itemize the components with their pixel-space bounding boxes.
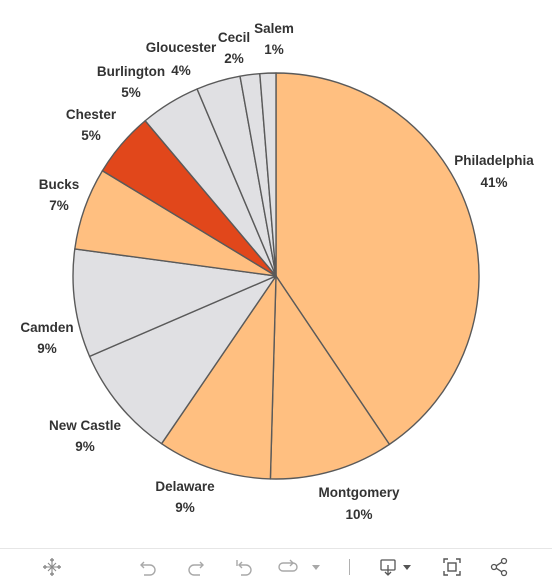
- slice-pct-new-castle: 9%: [75, 439, 95, 454]
- pie-slice-delaware[interactable]: [160, 275, 277, 480]
- slice-label-gloucester: Gloucester 4%: [146, 40, 217, 78]
- slice-pct-chester: 5%: [81, 128, 101, 143]
- slice-label-bucks: Bucks 7%: [39, 177, 80, 213]
- pie-chart: Philadelphia 41% Montgomery 10% Delaware 9% Ne…: [20, 21, 534, 522]
- slice-label-philadelphia: Philadelphia 41%: [454, 153, 534, 190]
- slice-label-salem: Salem 1%: [254, 21, 294, 57]
- share-icon[interactable]: [487, 557, 511, 577]
- slice-name-gloucester: Gloucester: [146, 40, 217, 55]
- pie-slice-salem[interactable]: [259, 72, 277, 277]
- slice-pct-camden: 9%: [37, 341, 57, 356]
- revert-icon[interactable]: [232, 557, 256, 577]
- slice-pct-gloucester: 4%: [171, 63, 191, 78]
- slice-pct-montgomery: 10%: [345, 507, 372, 522]
- pie-chart-svg: Philadelphia41%Montgomery10%Delaware9%Ne…: [20, 21, 534, 522]
- viz-toolbar: [0, 548, 552, 585]
- tableau-logo-icon[interactable]: [40, 557, 64, 577]
- slice-pct-salem: 1%: [264, 42, 284, 57]
- slice-label-camden: Camden 9%: [20, 320, 73, 356]
- slice-pct-bucks: 7%: [49, 198, 69, 213]
- pie-slice-montgomery[interactable]: [269, 275, 391, 480]
- slice-name-delaware: Delaware: [155, 479, 215, 494]
- toolbar-separator: [349, 559, 350, 575]
- slice-label-cecil: Cecil 2%: [218, 30, 250, 66]
- slice-pct-cecil: 2%: [224, 51, 244, 66]
- pie-slice-camden[interactable]: [72, 248, 277, 358]
- redo-icon[interactable]: [184, 557, 208, 577]
- pie-slice-new-castle[interactable]: [88, 275, 277, 445]
- slice-name-bucks: Bucks: [39, 177, 80, 192]
- refresh-icon[interactable]: [275, 557, 301, 577]
- slice-name-new-castle: New Castle: [49, 418, 122, 433]
- slice-label-delaware: Delaware 9%: [155, 479, 215, 515]
- slice-pct-burlington: 5%: [121, 85, 141, 100]
- slice-name-philadelphia: Philadelphia: [454, 153, 534, 168]
- slice-label-new-castle: New Castle 9%: [49, 418, 122, 454]
- slice-name-burlington: Burlington: [97, 64, 165, 79]
- slice-label-chester: Chester 5%: [66, 107, 117, 143]
- pie-slice-philadelphia[interactable]: [275, 72, 480, 446]
- slice-pct-philadelphia: 41%: [480, 175, 507, 190]
- slice-name-salem: Salem: [254, 21, 294, 36]
- slice-name-montgomery: Montgomery: [319, 485, 400, 500]
- fullscreen-icon[interactable]: [440, 557, 464, 577]
- slice-name-camden: Camden: [20, 320, 73, 335]
- slice-label-burlington: Burlington 5%: [97, 64, 165, 100]
- slice-pct-delaware: 9%: [175, 500, 195, 515]
- undo-icon[interactable]: [136, 557, 160, 577]
- slice-name-cecil: Cecil: [218, 30, 250, 45]
- download-icon[interactable]: [376, 557, 416, 577]
- dropdown-icon[interactable]: [308, 557, 324, 577]
- slice-label-montgomery: Montgomery 10%: [319, 485, 400, 522]
- slice-name-chester: Chester: [66, 107, 117, 122]
